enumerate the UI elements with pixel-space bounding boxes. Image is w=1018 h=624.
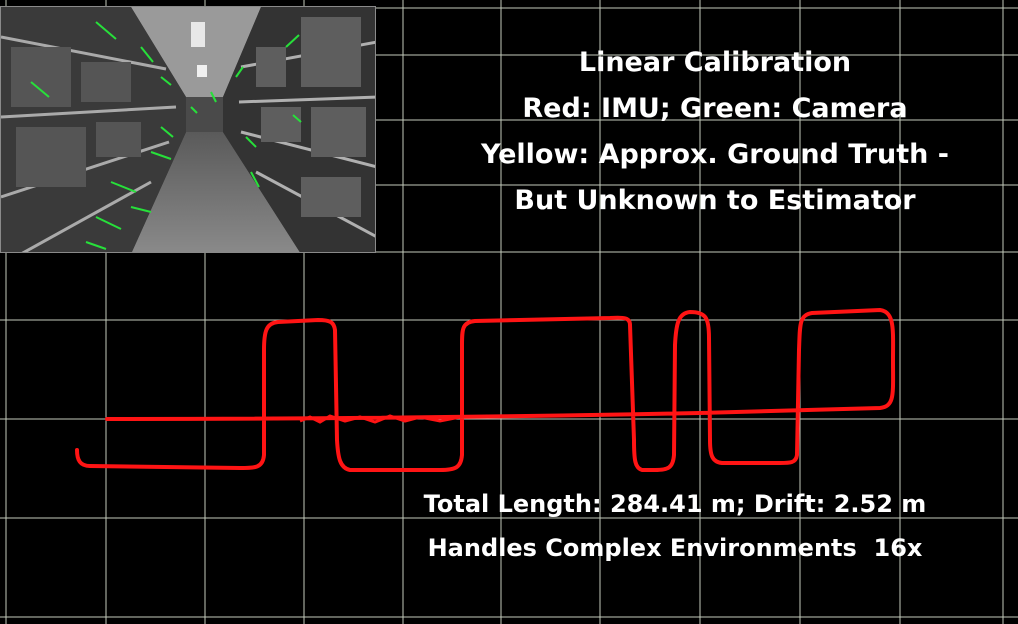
environments-text: Handles Complex Environments 16x	[427, 534, 923, 562]
caption-ground-truth: Yellow: Approx. Ground Truth -	[481, 139, 949, 170]
feature-tracks	[30, 21, 302, 250]
length-drift-text: Total Length: 284.41 m; Drift: 2.52 m	[423, 490, 927, 518]
camera-frame-illustration	[1, 7, 375, 252]
caption-colors: Red: IMU; Green: Camera	[522, 93, 908, 124]
camera-view-inset	[0, 6, 376, 253]
caption-title: Linear Calibration	[578, 47, 852, 78]
caption-unknown: But Unknown to Estimator	[514, 185, 916, 216]
legend-caption: Linear Calibration Red: IMU; Green: Came…	[420, 40, 1010, 224]
stats-overlay: Total Length: 284.41 m; Drift: 2.52 m Ha…	[380, 482, 970, 570]
